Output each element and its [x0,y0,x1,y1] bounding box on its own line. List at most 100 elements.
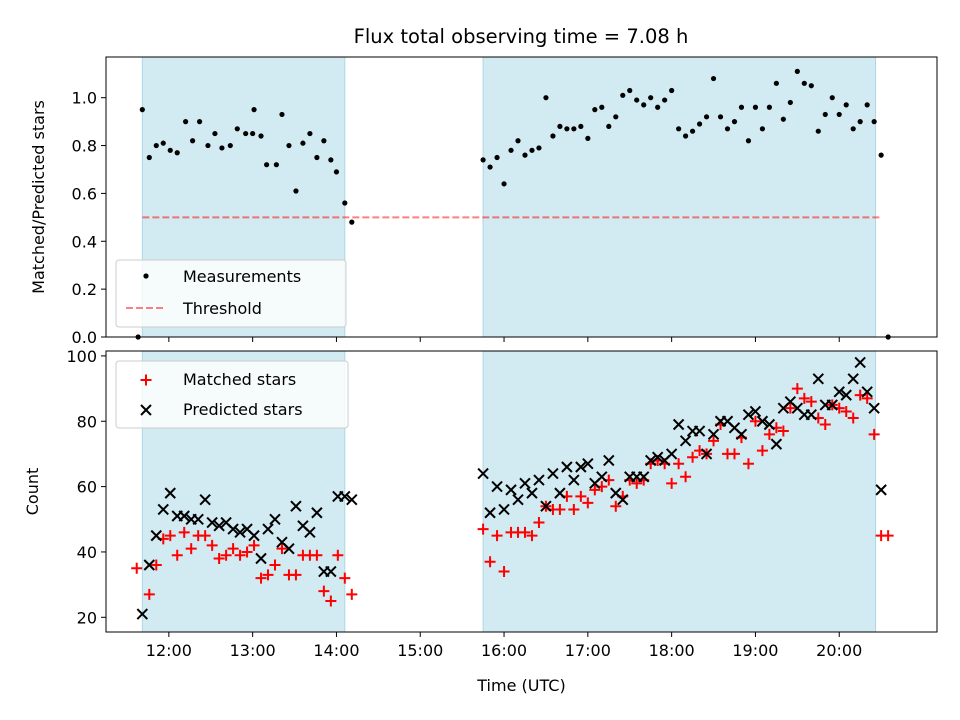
predicted-point-40 [540,500,552,512]
predicted-point-41 [547,467,559,480]
predicted-point-17 [255,552,267,565]
measurement-point-79 [808,83,814,89]
predicted-point-85 [854,356,866,369]
measurement-point-13 [227,142,233,149]
matched-point-87 [868,428,880,440]
measurement-point-38 [522,152,528,158]
top-panel: 0.0 0.2 0.4 0.6 0.8 1.0 Matched/Predicted sta… [29,56,938,347]
top-ytick-label-1.0: 1.0 [72,89,97,108]
predicted-point-71 [756,415,769,427]
measurement-point-21 [279,111,285,118]
x-axis-label: Time (UTC) [476,676,565,695]
matched-point-25 [311,549,323,561]
predicted-point-59 [672,418,685,431]
top-ytick-label-0.6: 0.6 [72,184,97,203]
measurement-point-40 [536,145,542,151]
predicted-point-69 [742,409,755,421]
predicted-point-38 [526,487,538,499]
predicted-point-58 [665,448,678,460]
measurement-point-49 [599,104,605,110]
predicted-point-9 [199,493,211,506]
top-panel-frame [105,56,938,338]
matched-point-50 [610,500,622,512]
matched-point-32 [484,556,496,568]
predicted-point-79 [812,373,824,385]
measurement-point-26 [314,154,320,161]
matched-point-37 [519,526,531,538]
measurement-point-20 [273,162,279,168]
matched-point-77 [798,392,810,404]
bottom-ytick-label-80: 80 [77,412,97,431]
measurement-point-52 [620,92,626,98]
measurement-point-6 [174,150,180,156]
matched-point-89 [882,530,894,542]
measurement-point-76 [787,99,793,106]
measurement-point-4 [160,140,166,146]
measurement-point-57 [655,104,661,110]
matched-point-30 [346,588,358,600]
measurement-point-71 [752,104,759,110]
measurement-point-37 [515,138,521,144]
predicted-point-19 [269,513,281,525]
measurement-point-39 [529,147,535,153]
predicted-point-60 [679,435,692,447]
measurement-point-3 [153,142,159,149]
matched-point-28 [332,549,344,561]
measurement-point-68 [731,119,738,125]
measurement-point-45 [571,126,577,132]
measurement-point-22 [286,142,292,149]
matched-point-53 [631,477,643,489]
top-ytick-label-0.4: 0.4 [72,232,97,251]
predicted-point-39 [533,474,545,486]
matched-point-69 [742,458,754,470]
measurement-point-33 [487,164,493,170]
predicted-point-13 [227,523,239,535]
predicted-point-2 [150,529,162,542]
measurement-point-77 [794,68,800,74]
predicted-point-44 [568,474,580,486]
measurement-point-7 [183,119,189,125]
measurement-point-88 [871,119,877,125]
predicted-point-27 [325,565,337,578]
predicted-point-88 [875,484,887,496]
bottom-xtick-label-15:00: 15:00 [397,641,443,660]
measurement-point-46 [578,123,584,130]
measurement-point-75 [780,116,786,122]
measurement-point-83 [836,111,842,118]
bottom-xtick-label-20:00: 20:00 [816,641,862,660]
predicted-point-56 [651,451,664,463]
measurement-point-34 [494,154,500,161]
measurement-point-15 [243,130,249,137]
measurement-point-30 [342,200,348,206]
predicted-point-30 [346,493,358,506]
measurement-point-70 [745,138,752,144]
predicted-point-34 [498,503,510,516]
measurement-point-48 [592,107,598,113]
measurement-point-24 [300,140,306,146]
predicted-point-70 [749,405,762,418]
bottom-ytick-label-20: 20 [77,608,97,627]
legend-matched-marker [140,374,152,386]
matched-point-20 [276,543,288,555]
bottom-panel: 20 40 60 80 100 12:00 13:00 14:00 15:00 16:00 17:… [23,347,938,695]
bottom-y-axis-label: Count [23,468,42,516]
measurement-point-55 [641,102,647,108]
measurement-point-72 [759,126,766,132]
top-legend-box [115,259,347,328]
measurement-point-86 [857,119,863,125]
legend-predicted-marker [140,404,152,416]
measurement-point-2 [146,154,152,161]
matched-point-33 [491,530,503,542]
predicted-point-33 [491,480,503,493]
top-y-axis-label: Matched/Predicted stars [29,100,48,294]
measurement-point-84 [843,102,849,108]
matched-point-34 [498,566,510,578]
measurement-point-64 [703,114,710,120]
measurement-point-51 [613,114,619,120]
matched-point-17 [255,572,267,584]
matched-point-64 [708,435,720,447]
matched-point-45 [575,490,587,502]
measurement-point-14 [234,126,240,132]
matched-point-75 [784,402,796,414]
matched-point-6 [178,526,190,538]
